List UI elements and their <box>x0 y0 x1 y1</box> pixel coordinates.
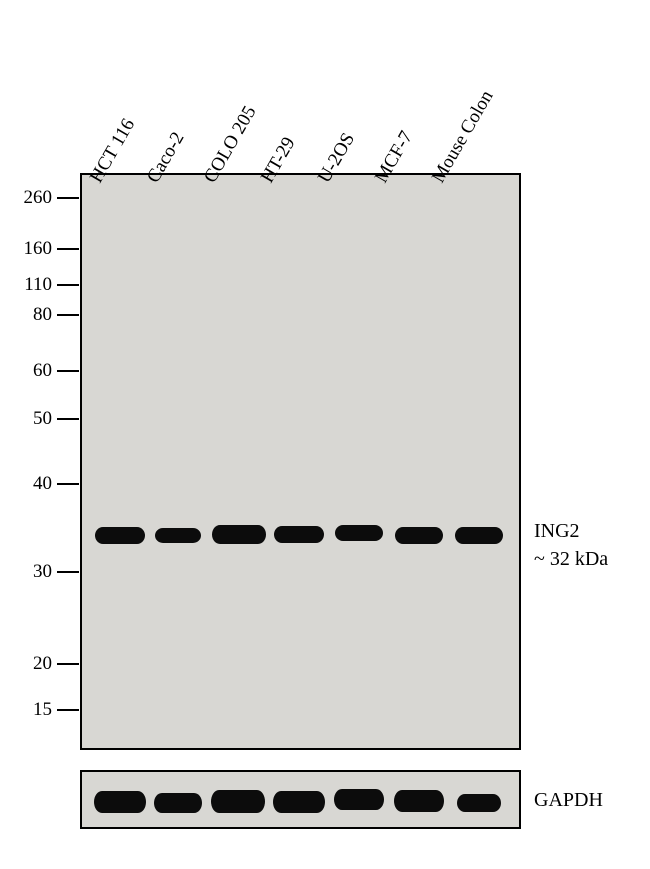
mw-marker-label: 60 <box>12 360 52 382</box>
main-blot-panel <box>80 173 521 750</box>
loading-band <box>334 789 384 810</box>
mw-tick <box>57 663 79 665</box>
loading-band <box>273 791 325 813</box>
mw-marker-label: 80 <box>12 304 52 326</box>
target-band <box>455 527 503 544</box>
mw-tick <box>57 370 79 372</box>
mw-marker-label: 15 <box>12 699 52 721</box>
loading-band <box>211 790 265 813</box>
target-band <box>155 528 201 543</box>
mw-tick <box>57 284 79 286</box>
mw-tick <box>57 571 79 573</box>
mw-tick <box>57 314 79 316</box>
mw-tick <box>57 248 79 250</box>
target-band <box>395 527 443 544</box>
loading-band <box>94 791 146 813</box>
target-band <box>95 527 145 544</box>
loading-band <box>394 790 444 812</box>
mw-tick <box>57 418 79 420</box>
loading-band <box>457 794 501 812</box>
mw-marker-label: 20 <box>12 653 52 675</box>
mw-marker-label: 160 <box>12 238 52 260</box>
target-band <box>335 525 383 541</box>
target-band <box>274 526 324 543</box>
mw-marker-label: 50 <box>12 408 52 430</box>
loading-control-label: GAPDH <box>534 789 603 812</box>
lane-label: Mouse Colon <box>428 87 499 187</box>
mw-marker-label: 110 <box>12 274 52 296</box>
blot-figure: ING2 ~ 32 kDa GAPDH HCT 116Caco-2COLO 20… <box>0 0 650 869</box>
target-label-size: ~ 32 kDa <box>534 548 608 571</box>
loading-band <box>154 793 202 813</box>
mw-marker-label: 40 <box>12 473 52 495</box>
mw-marker-label: 260 <box>12 187 52 209</box>
mw-marker-label: 30 <box>12 561 52 583</box>
mw-tick <box>57 197 79 199</box>
target-label-name: ING2 <box>534 520 580 543</box>
mw-tick <box>57 483 79 485</box>
target-band <box>212 525 266 544</box>
mw-tick <box>57 709 79 711</box>
